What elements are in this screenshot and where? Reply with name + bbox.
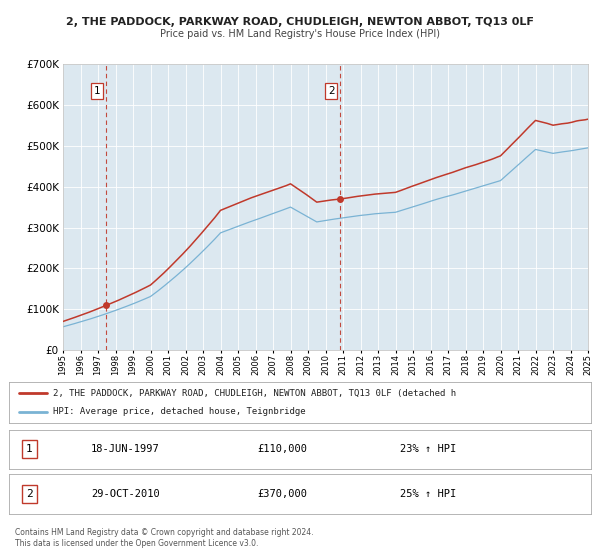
Text: 1: 1 [94,86,101,96]
Text: 2, THE PADDOCK, PARKWAY ROAD, CHUDLEIGH, NEWTON ABBOT, TQ13 0LF: 2, THE PADDOCK, PARKWAY ROAD, CHUDLEIGH,… [66,17,534,27]
Text: This data is licensed under the Open Government Licence v3.0.: This data is licensed under the Open Gov… [15,539,259,548]
Text: 25% ↑ HPI: 25% ↑ HPI [400,489,456,499]
Text: 18-JUN-1997: 18-JUN-1997 [91,444,160,454]
Text: HPI: Average price, detached house, Teignbridge: HPI: Average price, detached house, Teig… [53,408,305,417]
Text: 1: 1 [26,444,33,454]
Text: 29-OCT-2010: 29-OCT-2010 [91,489,160,499]
Text: 2: 2 [328,86,335,96]
Text: Price paid vs. HM Land Registry's House Price Index (HPI): Price paid vs. HM Land Registry's House … [160,29,440,39]
Text: 23% ↑ HPI: 23% ↑ HPI [400,444,456,454]
Text: £370,000: £370,000 [257,489,308,499]
Text: Contains HM Land Registry data © Crown copyright and database right 2024.: Contains HM Land Registry data © Crown c… [15,528,314,536]
Text: 2: 2 [26,489,33,499]
Text: 2, THE PADDOCK, PARKWAY ROAD, CHUDLEIGH, NEWTON ABBOT, TQ13 0LF (detached h: 2, THE PADDOCK, PARKWAY ROAD, CHUDLEIGH,… [53,389,456,398]
Text: £110,000: £110,000 [257,444,308,454]
